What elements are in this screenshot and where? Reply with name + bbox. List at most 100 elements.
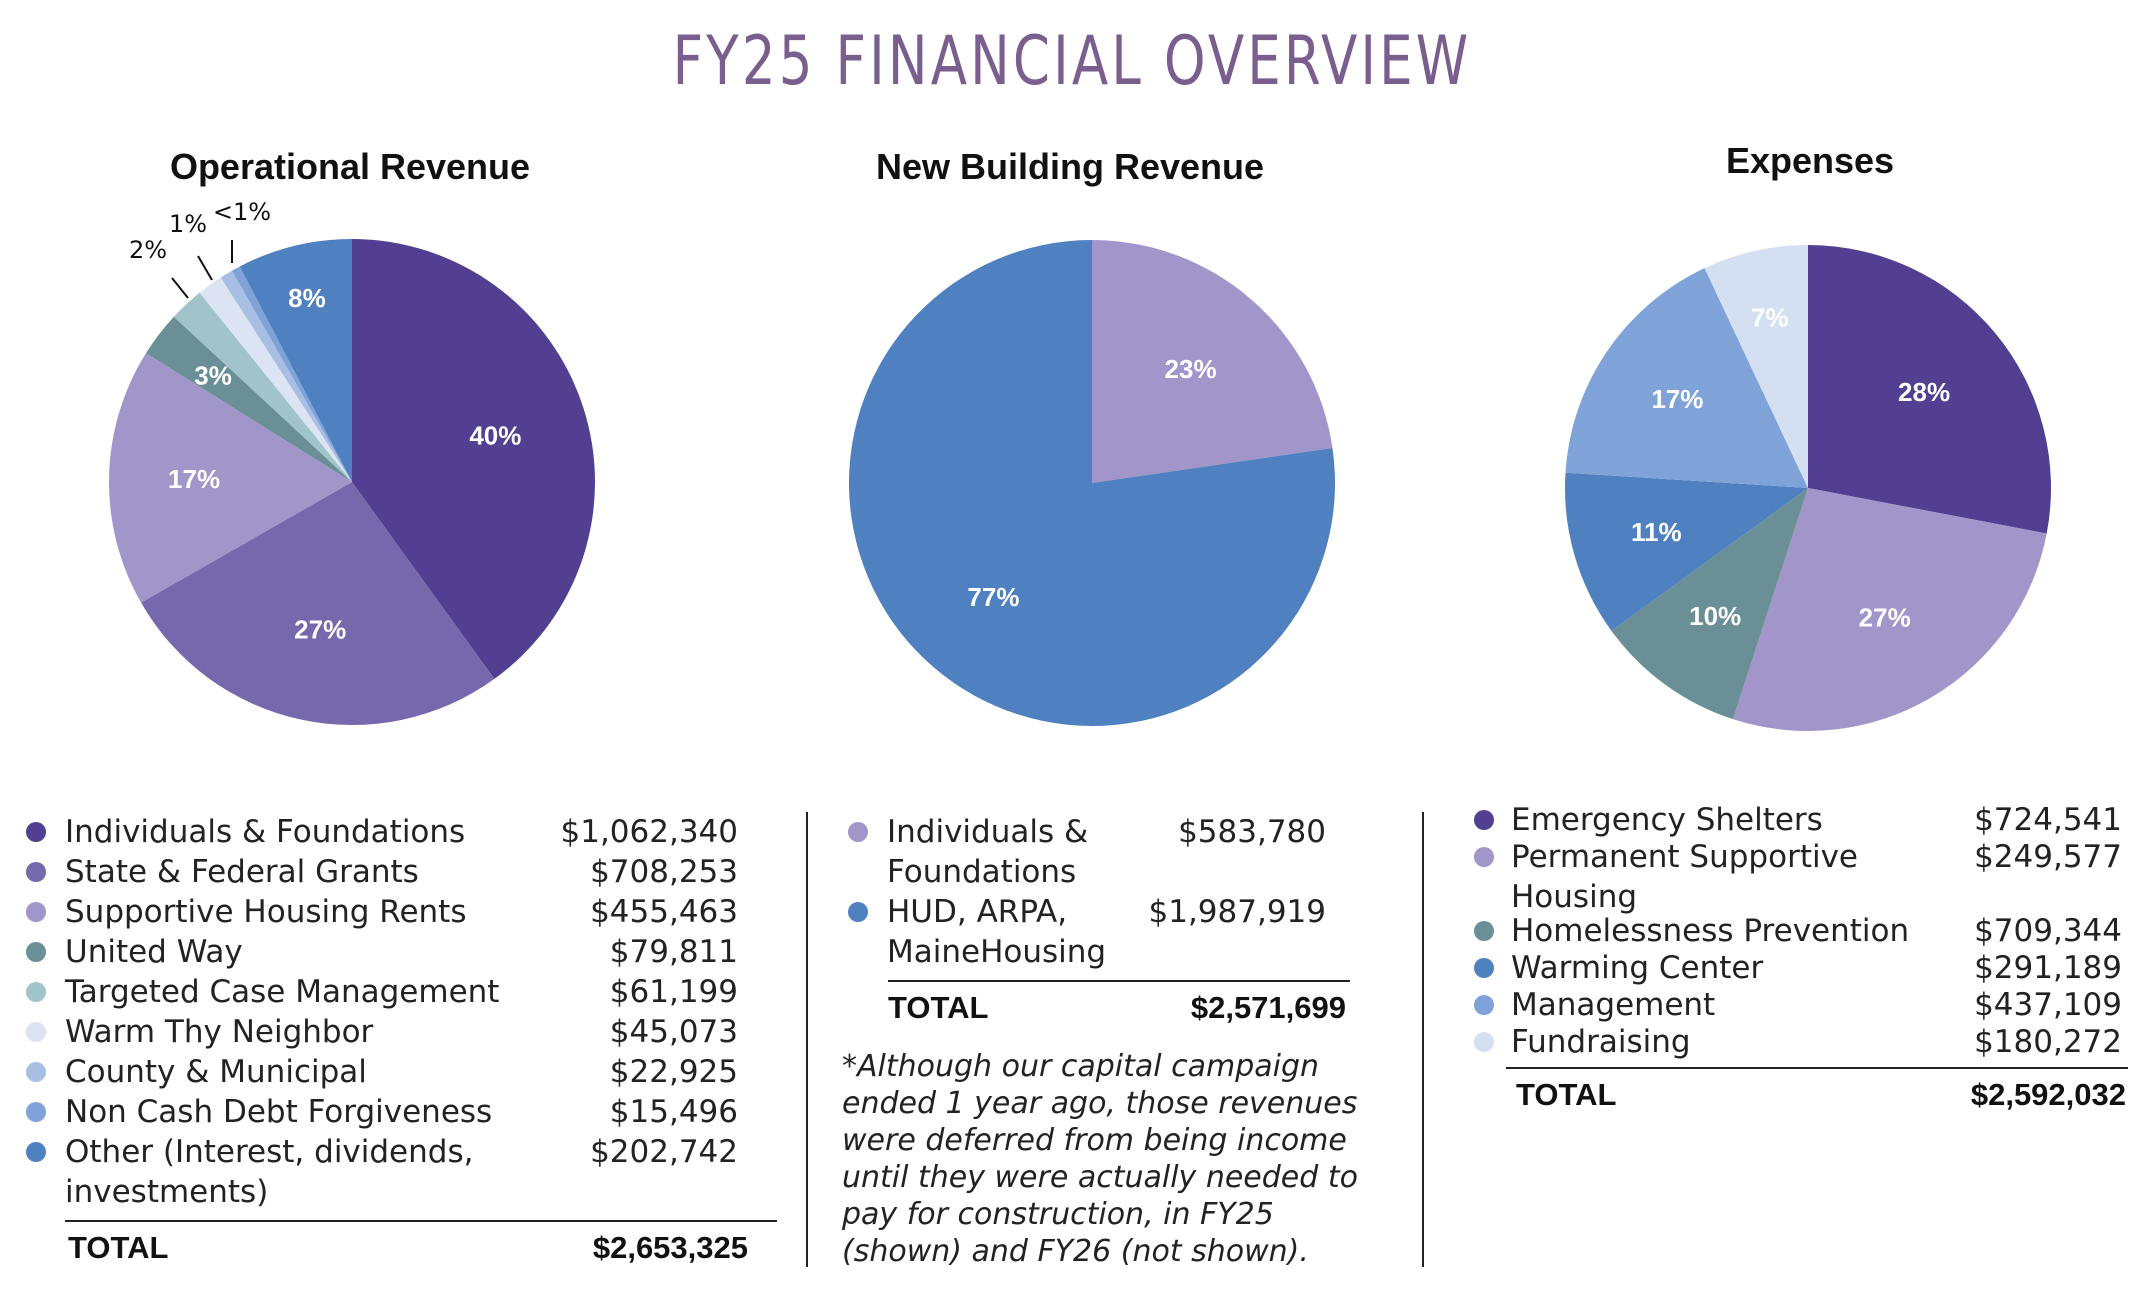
page-title: FY25 FINANCIAL OVERVIEW	[672, 22, 1472, 101]
legend-label-state-federal-grants: State & Federal Grants	[65, 854, 419, 890]
legend-value-fundraising: $180,272	[1974, 1024, 2122, 1060]
total-label: TOTAL	[68, 1230, 169, 1265]
pie-slice-non-cash-debt-forgiveness	[231, 266, 352, 482]
pie-slice-hud-arpa-mainehousing	[849, 240, 1335, 726]
new-building-footnote: *Although our capital campaign ended 1 y…	[842, 1049, 1358, 1269]
legend-label-hud-arpa-mainehousing: HUD, ARPA, MaineHousing	[887, 894, 1107, 970]
legend-label-non-cash-debt-forgiveness: Non Cash Debt Forgiveness	[65, 1094, 493, 1130]
legend-dot-individuals-foundations	[848, 822, 868, 842]
total-rule	[65, 1220, 777, 1222]
pie-outside-label-targeted-case-management: 2%	[129, 236, 167, 264]
pie-slice-state-federal-grants	[141, 482, 495, 726]
pie-label-emergency-shelters: 28%	[1898, 377, 1950, 407]
pie-slice-homelessness-prevention	[1611, 488, 1808, 720]
total-value: $2,571,699	[1190, 990, 1346, 1025]
chart-title-operational-revenue: Operational Revenue	[169, 146, 531, 187]
pie-slice-warming-center	[1565, 472, 1808, 631]
legend-dot-warming-center	[1474, 958, 1494, 978]
legend-label-targeted-case-management: Targeted Case Management	[65, 974, 500, 1010]
pie-slice-county-municipal	[220, 270, 352, 482]
pie-outside-label-warm-thy-neighbor: 1%	[169, 210, 207, 238]
pie-slice-other-interest-dividends-investments	[239, 239, 352, 482]
legend-value-united-way: $79,811	[609, 934, 738, 970]
legend-value-other-interest-dividends-investments: $202,742	[590, 1134, 738, 1170]
pie-label-individuals-foundations: 23%	[1165, 354, 1217, 384]
legend-label-supportive-housing-rents: Supportive Housing Rents	[65, 894, 467, 930]
total-value: $2,592,032	[1970, 1077, 2126, 1112]
divider-left	[806, 812, 808, 1267]
legend-label-united-way: United Way	[65, 934, 243, 970]
legend-value-warm-thy-neighbor: $45,073	[609, 1014, 738, 1050]
legend-label-county-municipal: County & Municipal	[65, 1054, 367, 1090]
legend-label-management: Management	[1511, 987, 1716, 1023]
pie-label-homelessness-prevention: 10%	[1689, 601, 1741, 631]
pie-label-permanent-supportive-housing: 27%	[1859, 603, 1911, 633]
pie-label-management: 17%	[1651, 384, 1703, 414]
pie-slice-management	[1565, 268, 1808, 488]
total-label: TOTAL	[1516, 1077, 1617, 1112]
chart-title-expenses: Expenses	[1725, 140, 1895, 181]
leader-line-targeted-case-management	[171, 277, 189, 299]
pie-label-supportive-housing-rents: 17%	[168, 464, 220, 494]
legend-dot-state-federal-grants	[26, 862, 46, 882]
legend-dot-permanent-supportive-housing	[1474, 847, 1494, 867]
pie-label-fundraising: 7%	[1751, 302, 1789, 332]
pie-slice-united-way	[145, 316, 352, 482]
legend-value-targeted-case-management: $61,199	[609, 974, 738, 1010]
pie-label-united-way: 3%	[194, 361, 232, 391]
legend-dot-united-way	[26, 942, 46, 962]
legend-dot-emergency-shelters	[1474, 810, 1494, 830]
pie-slice-targeted-case-management	[173, 292, 352, 482]
pie-slice-warm-thy-neighbor	[199, 277, 352, 482]
total-value: $2,653,325	[592, 1230, 748, 1265]
pie-slice-fundraising	[1704, 245, 1808, 488]
pie-slice-supportive-housing-rents	[108, 353, 352, 603]
legend-dot-individuals-foundations	[26, 822, 46, 842]
legend-dot-warm-thy-neighbor	[26, 1022, 46, 1042]
legend-dot-other-interest-dividends-investments	[26, 1142, 46, 1162]
legend-label-other-interest-dividends-investments: Other (Interest, dividends, investments)	[65, 1134, 474, 1210]
legend-value-county-municipal: $22,925	[609, 1054, 738, 1090]
new-building-revenue-pie: 23% 77%	[849, 240, 1335, 726]
legend-label-fundraising: Fundraising	[1511, 1024, 1691, 1060]
legend-dot-hud-arpa-mainehousing	[848, 902, 868, 922]
legend-dot-supportive-housing-rents	[26, 902, 46, 922]
legend-value-hud-arpa-mainehousing: $1,987,919	[1148, 894, 1327, 930]
legend-dot-non-cash-debt-forgiveness	[26, 1102, 46, 1122]
pie-outside-label-county-municipal: <1%	[213, 198, 271, 226]
legend-label-homelessness-prevention: Homelessness Prevention	[1511, 913, 1910, 949]
legend-label-warm-thy-neighbor: Warm Thy Neighbor	[65, 1014, 374, 1050]
pie-slice-individuals-foundations	[1092, 240, 1333, 483]
legend-value-supportive-housing-rents: $455,463	[590, 894, 738, 930]
legend-value-emergency-shelters: $724,541	[1974, 802, 2122, 838]
legend-value-individuals-foundations: $1,062,340	[560, 814, 739, 850]
total-rule	[888, 980, 1350, 982]
total-rule	[1506, 1067, 2128, 1069]
legend-dot-homelessness-prevention	[1474, 921, 1494, 941]
legend-value-non-cash-debt-forgiveness: $15,496	[609, 1094, 738, 1130]
legend-dot-targeted-case-management	[26, 982, 46, 1002]
pie-slice-individuals-foundations	[352, 239, 595, 679]
pie-label-state-federal-grants: 27%	[294, 614, 346, 644]
legend-value-warming-center: $291,189	[1974, 950, 2122, 986]
legend-value-permanent-supportive-housing: $249,577	[1974, 839, 2122, 875]
expenses-pie: 28% 27% 10% 11% 17% 7%	[1565, 245, 2051, 731]
legend-label-permanent-supportive-housing: Permanent Supportive Housing	[1511, 839, 1859, 915]
legend-value-state-federal-grants: $708,253	[590, 854, 738, 890]
legend-label-individuals-foundations: Individuals & Foundations	[887, 814, 1089, 890]
operational-revenue-pie: 40% 27% 17% 3% 8% 2%1% <1%	[108, 198, 595, 726]
divider-right	[1422, 812, 1424, 1267]
legend-dot-management	[1474, 995, 1494, 1015]
legend-value-management: $437,109	[1974, 987, 2122, 1023]
pie-slice-permanent-supportive-housing	[1732, 488, 2047, 731]
legend-value-homelessness-prevention: $709,344	[1974, 913, 2122, 949]
pie-label-individuals-foundations: 40%	[469, 421, 521, 451]
pie-label-warming-center: 11%	[1631, 517, 1682, 547]
total-label: TOTAL	[888, 990, 989, 1025]
legend-label-emergency-shelters: Emergency Shelters	[1511, 802, 1823, 838]
legend-dot-fundraising	[1474, 1032, 1494, 1052]
legend-value-individuals-foundations: $583,780	[1178, 814, 1326, 850]
leader-line-warm-thy-neighbor	[197, 255, 213, 281]
pie-label-hud-arpa-mainehousing: 77%	[967, 582, 1019, 612]
pie-label-other-interest-dividends-investments: 8%	[288, 283, 326, 313]
